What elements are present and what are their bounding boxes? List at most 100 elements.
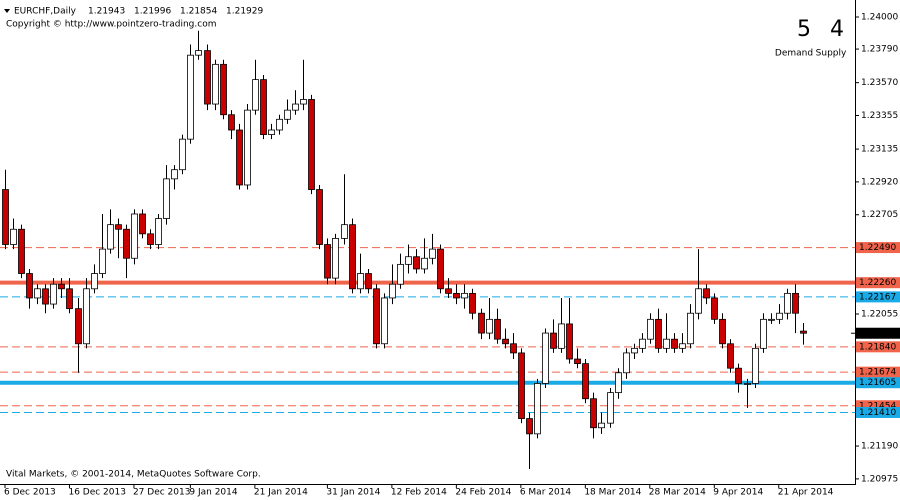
candle-body [171, 169, 178, 180]
candle-body [292, 103, 299, 111]
candle-body [228, 114, 235, 131]
candle-body [195, 50, 202, 56]
candle-body [389, 283, 396, 299]
candle-body [10, 228, 17, 245]
level-label-box [856, 406, 900, 418]
x-tick-label: 31 Jan 2014 [326, 488, 380, 498]
candle-body [760, 318, 767, 349]
candle-body [91, 273, 98, 290]
header-high: 1.21996 [134, 7, 171, 17]
candle-body [2, 189, 9, 245]
y-tick-label: 1.23570 [861, 78, 898, 88]
level-label: 1.21605 [859, 378, 896, 388]
candle-body [453, 292, 460, 299]
level-label-box [856, 277, 900, 289]
candle-body [58, 283, 65, 290]
candle-body [752, 347, 759, 384]
candle-body [735, 367, 742, 384]
candle-body [332, 238, 339, 279]
y-tick-label: 1.23135 [861, 145, 898, 155]
candle-body [220, 63, 227, 116]
candle-body [123, 228, 130, 259]
candle-body [687, 312, 694, 345]
candle-body [800, 330, 807, 334]
candle-body [34, 288, 41, 299]
candle-body [655, 318, 662, 349]
candle-body [349, 224, 356, 290]
x-tick-label: 6 Dec 2013 [4, 488, 56, 498]
level-label: 1.21840 [859, 342, 896, 352]
candle-body [703, 288, 710, 299]
level-label: 1.22490 [859, 243, 896, 253]
candle-body [590, 398, 597, 429]
candle-body [244, 109, 251, 186]
candle-body [518, 352, 525, 419]
candle-body [300, 99, 307, 105]
candle-body [316, 189, 323, 245]
candle-body [429, 248, 436, 259]
header-open: 1.21943 [88, 7, 125, 17]
candle-body [647, 318, 654, 340]
x-tick-label: 27 Dec 2013 [133, 488, 191, 498]
candle-body [461, 292, 468, 299]
supply-label: Supply [816, 49, 847, 59]
candle-body [437, 248, 444, 290]
candle-body [187, 54, 194, 140]
y-tick-label: 1.22705 [861, 210, 898, 220]
level-label-box [856, 341, 900, 353]
candle-body [582, 363, 589, 400]
candle-body [542, 332, 549, 384]
footer: Vital Markets, © 2001-2014, MetaQuotes S… [6, 470, 261, 480]
level-label-box [856, 291, 900, 303]
candle-body [26, 273, 33, 299]
candle-body [486, 318, 493, 334]
y-tick-label: 1.24000 [861, 13, 898, 23]
candle-body [115, 224, 122, 230]
candle-body [494, 318, 501, 340]
demand-count: 5 [797, 17, 811, 42]
candle-body [163, 178, 170, 219]
candle-body [405, 256, 412, 265]
level-label-box [856, 377, 900, 389]
candle-body [534, 383, 541, 435]
candle-body [719, 318, 726, 345]
x-tick-label: 16 Dec 2013 [68, 488, 126, 498]
candle-body [42, 288, 49, 305]
candle-body [357, 273, 364, 290]
candle-body [50, 283, 57, 305]
candle-body [179, 138, 186, 171]
candle-body [478, 312, 485, 334]
candle-body [99, 248, 106, 274]
x-tick-label: 6 Mar 2014 [520, 488, 572, 498]
x-tick-label: 24 Feb 2014 [455, 488, 511, 498]
header-close: 1.21929 [226, 7, 263, 17]
candle-body [768, 318, 775, 321]
candle-body [413, 256, 420, 270]
candle-body [695, 288, 702, 314]
level-label: 1.21674 [859, 368, 896, 378]
candle-body [365, 273, 372, 290]
level-label: 1.22260 [859, 278, 896, 288]
x-tick-label: 28 Mar 2014 [649, 488, 706, 498]
candle-body [744, 383, 751, 385]
level-label-box [856, 366, 900, 378]
candle-body [727, 343, 734, 369]
candle-body [607, 392, 614, 424]
x-tick-label: 21 Jan 2014 [254, 488, 308, 498]
x-tick-label: 18 Mar 2014 [584, 488, 641, 498]
candle-body [147, 233, 154, 245]
y-tick-label: 1.22920 [861, 177, 898, 187]
candle-body [566, 323, 573, 360]
candle-body [131, 213, 138, 259]
candle-body [598, 422, 605, 429]
candle-body [510, 343, 517, 354]
candle-body [574, 358, 581, 365]
menu-arrow[interactable] [4, 9, 10, 13]
candle-body [671, 338, 678, 349]
x-tick-label: 9 Apr 2014 [713, 488, 763, 498]
candle-body [139, 213, 146, 235]
current-price-label: 1.21929 [859, 329, 896, 339]
candle-body [631, 347, 638, 354]
